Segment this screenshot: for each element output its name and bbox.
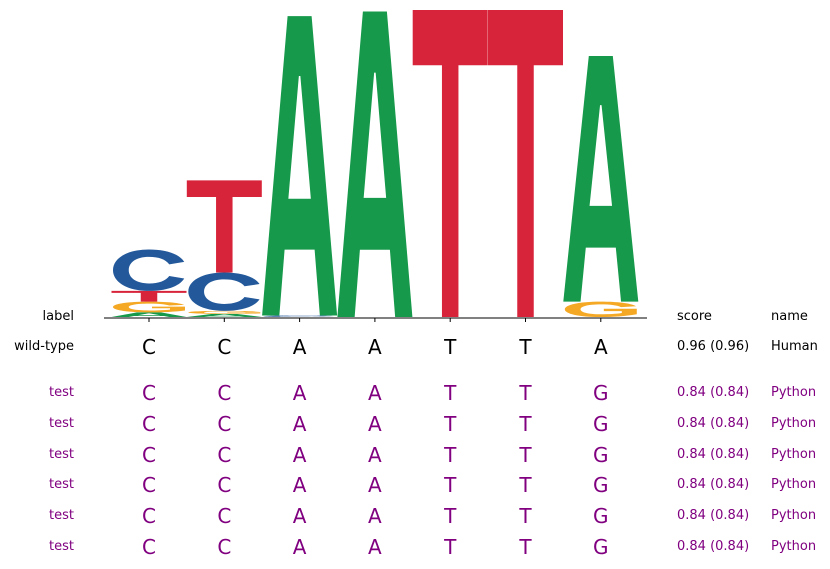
row-5-base-6: T — [516, 473, 536, 497]
logo-letter-A-pos-2 — [187, 314, 262, 317]
row-4-base-6: T — [516, 443, 536, 467]
row-4-base-3: A — [290, 443, 310, 467]
row-4-label: test — [49, 447, 74, 462]
row-3-label: test — [49, 416, 74, 431]
row-2-base-6: T — [516, 381, 536, 405]
header-score: score — [677, 309, 712, 324]
logo-letter-C-pos-3 — [264, 315, 335, 317]
row-1-base-4: A — [365, 335, 385, 359]
row-2-base-4: A — [365, 381, 385, 405]
row-4-base-7: G — [591, 443, 611, 467]
row-6-base-5: T — [440, 504, 460, 528]
row-3-score: 0.84 (0.84) — [677, 416, 749, 431]
logo-letter-T-pos-2 — [187, 180, 262, 272]
row-7-score: 0.84 (0.84) — [677, 539, 749, 554]
row-5-base-5: T — [440, 473, 460, 497]
row-1-name: Human — [771, 339, 818, 354]
row-6-base-3: A — [290, 504, 310, 528]
row-6-base-2: C — [214, 504, 234, 528]
row-2-base-7: G — [591, 381, 611, 405]
row-7-base-5: T — [440, 535, 460, 559]
row-3-base-3: A — [290, 412, 310, 436]
row-3-base-5: T — [440, 412, 460, 436]
row-1-base-1: C — [139, 335, 159, 359]
logo-letter-C-pos-2 — [188, 272, 259, 310]
row-2-score: 0.84 (0.84) — [677, 385, 749, 400]
row-5-base-4: A — [365, 473, 385, 497]
row-6-base-1: C — [139, 504, 159, 528]
logo-letter-A-pos-4 — [337, 12, 412, 317]
row-6-base-7: G — [591, 504, 611, 528]
row-1-base-3: A — [290, 335, 310, 359]
row-5-label: test — [49, 477, 74, 492]
logo-letter-T-pos-6 — [488, 10, 563, 317]
logo-letter-T-pos-1 — [112, 291, 187, 302]
row-1-label: wild-type — [14, 339, 74, 354]
row-7-label: test — [49, 539, 74, 554]
row-3-base-4: A — [365, 412, 385, 436]
row-4-score: 0.84 (0.84) — [677, 447, 749, 462]
row-6-label: test — [49, 508, 74, 523]
logo-letter-G-pos-1 — [113, 302, 185, 313]
row-5-base-1: C — [139, 473, 159, 497]
row-3-base-6: T — [516, 412, 536, 436]
row-6-name: Python — [771, 508, 816, 523]
row-4-base-1: C — [139, 443, 159, 467]
row-7-base-4: A — [365, 535, 385, 559]
row-2-base-1: C — [139, 381, 159, 405]
row-1-base-6: T — [516, 335, 536, 359]
logo-letter-G-pos-7 — [565, 302, 637, 317]
logo-letter-A-pos-1 — [112, 312, 187, 317]
row-4-base-5: T — [440, 443, 460, 467]
row-7-base-7: G — [591, 535, 611, 559]
row-4-name: Python — [771, 447, 816, 462]
logo-letter-A-pos-3 — [262, 16, 337, 315]
row-1-score: 0.96 (0.96) — [677, 339, 749, 354]
row-4-base-2: C — [214, 443, 234, 467]
row-5-base-2: C — [214, 473, 234, 497]
row-7-base-1: C — [139, 535, 159, 559]
row-2-base-2: C — [214, 381, 234, 405]
row-2-base-5: T — [440, 381, 460, 405]
row-1-base-5: T — [440, 335, 460, 359]
row-2-label: test — [49, 385, 74, 400]
row-6-base-4: A — [365, 504, 385, 528]
row-6-score: 0.84 (0.84) — [677, 508, 749, 523]
row-2-name: Python — [771, 385, 816, 400]
row-3-base-1: C — [139, 412, 159, 436]
logo-letter-C-pos-1 — [113, 249, 184, 290]
row-7-base-2: C — [214, 535, 234, 559]
row-3-base-2: C — [214, 412, 234, 436]
row-5-name: Python — [771, 477, 816, 492]
row-5-base-7: G — [591, 473, 611, 497]
row-2-base-3: A — [290, 381, 310, 405]
row-1-base-2: C — [214, 335, 234, 359]
header-label: label — [43, 309, 74, 324]
row-7-base-3: A — [290, 535, 310, 559]
row-4-base-4: A — [365, 443, 385, 467]
row-6-base-6: T — [516, 504, 536, 528]
logo-letter-A-pos-7 — [563, 56, 638, 302]
row-7-name: Python — [771, 539, 816, 554]
logo-letter-G-pos-2 — [188, 311, 260, 314]
header-name: name — [771, 309, 808, 324]
row-3-base-7: G — [591, 412, 611, 436]
row-5-base-3: A — [290, 473, 310, 497]
logo-letter-T-pos-5 — [413, 10, 488, 317]
row-7-base-6: T — [516, 535, 536, 559]
row-1-base-7: A — [591, 335, 611, 359]
row-3-name: Python — [771, 416, 816, 431]
row-5-score: 0.84 (0.84) — [677, 477, 749, 492]
